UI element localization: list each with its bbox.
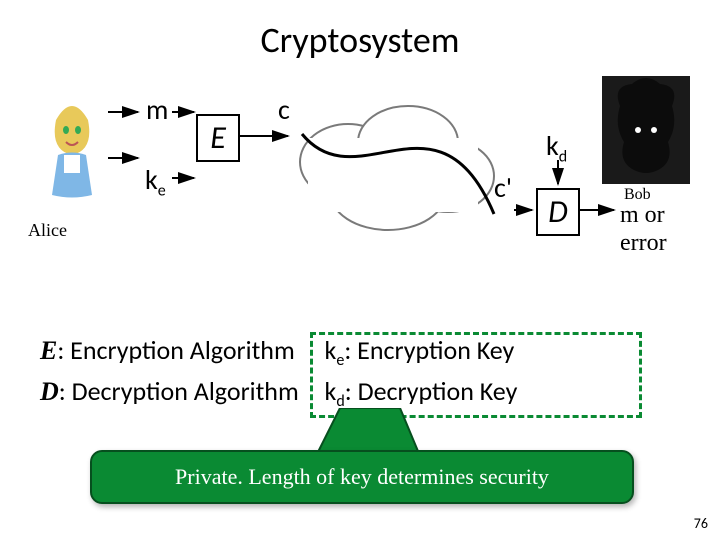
- arrow-e-to-cloud: [238, 126, 294, 146]
- e-alg-text: : Encryption Algorithm: [57, 334, 294, 366]
- slide-title: Cryptosystem: [0, 0, 720, 62]
- alice-image: [36, 100, 108, 200]
- d-alg-label: D: [40, 377, 59, 406]
- output-label: m or error: [620, 202, 667, 257]
- security-banner: Private. Length of key determines securi…: [90, 450, 634, 504]
- page-number: 76: [694, 515, 708, 532]
- e-alg-label: E: [40, 336, 57, 365]
- error-text: error: [620, 230, 667, 256]
- arrows-into-e: [108, 100, 200, 190]
- cprime-label: c': [494, 170, 512, 205]
- diagram-area: m ke Alice E c: [0, 62, 720, 332]
- d-alg-text: : Decryption Algorithm: [59, 375, 299, 407]
- alice-caption: Alice: [28, 220, 67, 241]
- key-highlight-box: [310, 332, 642, 418]
- mor-text: m or: [620, 202, 665, 228]
- e-box: E: [196, 114, 240, 162]
- cloud-icon: [288, 92, 508, 242]
